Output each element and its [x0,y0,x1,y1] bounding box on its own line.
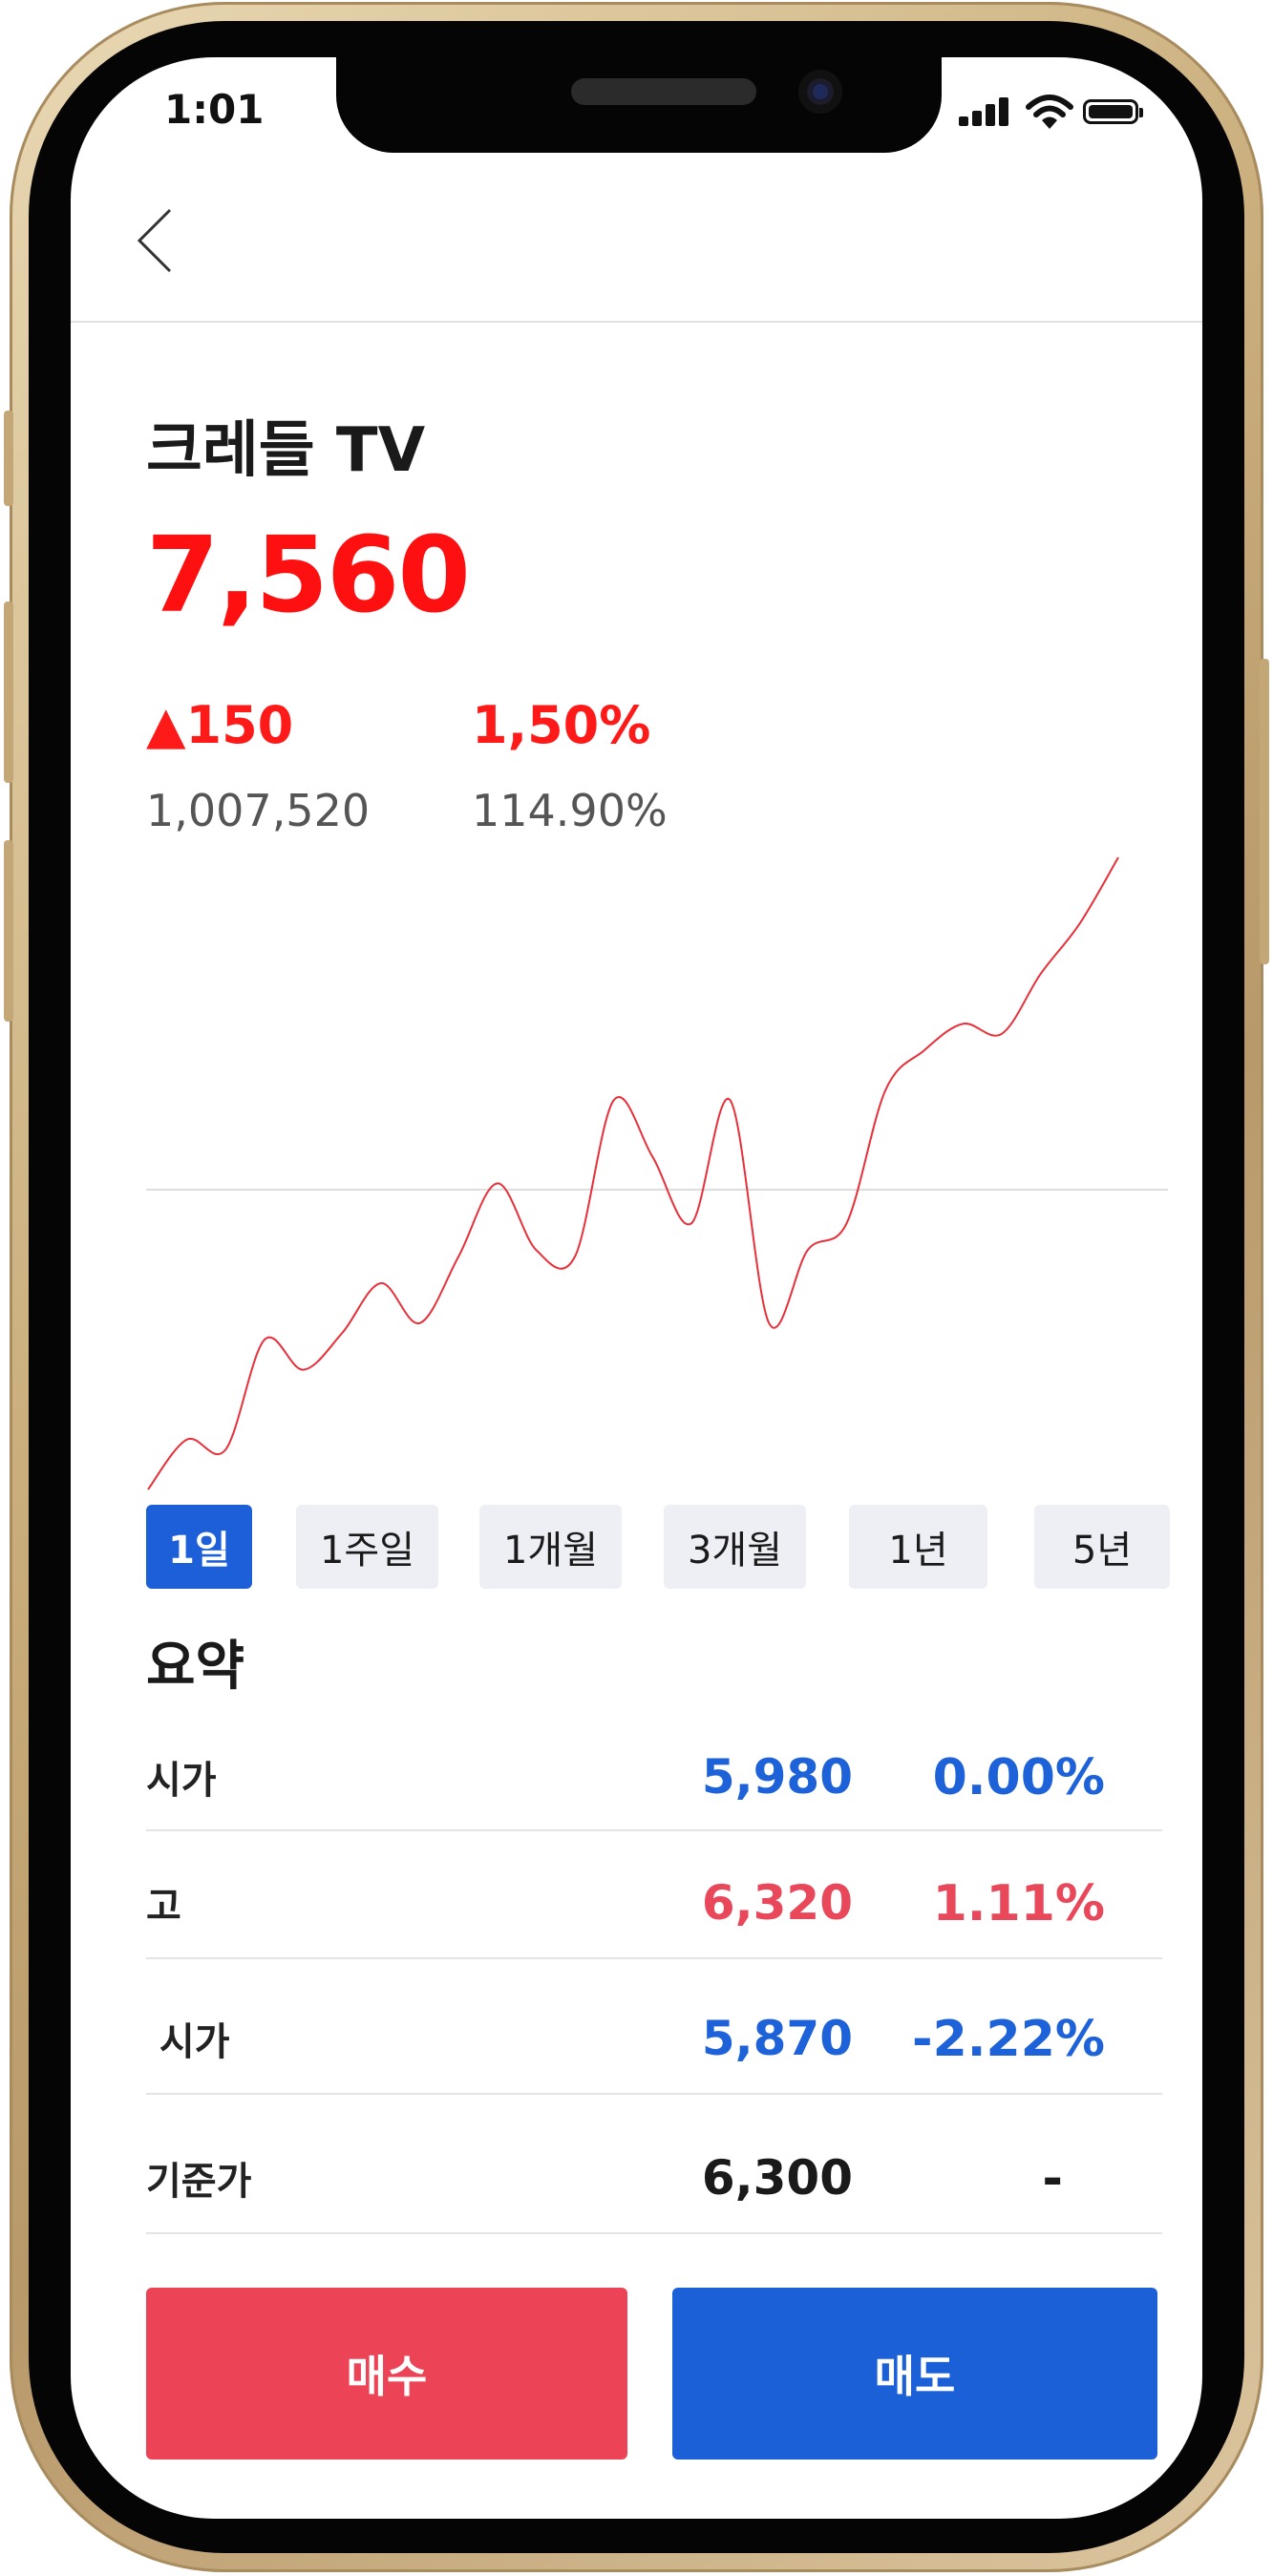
period-button[interactable]: 1일 [146,1505,252,1589]
summary-label: 시가 [146,2020,230,2064]
summary-value: 6,320 [701,1875,853,1931]
summary-row-open: 시가 5,980 0.00% [146,1749,1158,1845]
period-button[interactable]: 1년 [849,1505,987,1589]
price-line [147,856,1119,1490]
summary-label: 고 [146,1885,181,1929]
row-divider [146,2232,1162,2234]
stock-price: 7,560 [146,514,471,636]
notch [336,57,942,153]
stock-name: 크레들 TV [146,415,426,486]
period-button[interactable]: 1개월 [479,1505,622,1589]
price-change-percent: 1,50% [472,695,651,755]
price-chart [146,856,1168,1490]
summary-row-low: 시가 5,870 -2.22% [146,2011,1158,2106]
summary-value: 5,980 [701,1749,853,1805]
power-button [1260,659,1269,964]
buy-button[interactable]: 매수 [146,2288,627,2460]
front-camera [798,70,842,114]
sell-button[interactable]: 매도 [672,2288,1157,2460]
battery-icon [1083,99,1143,124]
volume-down-button [4,840,13,1022]
status-time: 1:01 [164,86,265,133]
summary-label: 시가 [146,1759,217,1803]
summary-value: 6,300 [701,2150,853,2206]
period-button[interactable]: 3개월 [664,1505,806,1589]
summary-row-high: 고 6,320 1.11% [146,1875,1158,1971]
summary-row-base: 기준가 6,300 - [146,2150,1158,2246]
summary-percent: - [1042,2150,1063,2207]
summary-percent: 1.11% [932,1875,1105,1932]
period-button[interactable]: 5년 [1034,1505,1170,1589]
speaker-grille [571,78,756,105]
app-screen: 1:01 크레들 TV 7,560 ▲150 1,50% 1,007,520 1… [71,57,1202,2519]
summary-percent: -2.22% [912,2011,1105,2068]
row-divider [146,1829,1162,1831]
signal-icon [959,92,1016,130]
header-divider [71,321,1202,323]
summary-label: 기준가 [146,2160,252,2204]
silent-switch [4,411,13,506]
summary-value: 5,870 [701,2011,853,2066]
summary-title: 요약 [146,1636,245,1698]
volume-up-button [4,602,13,783]
status-icons [959,92,1150,130]
row-divider [146,1957,1162,1959]
price-change: ▲150 [146,695,294,755]
wifi-icon [1026,95,1073,129]
period-button[interactable]: 1주일 [296,1505,438,1589]
trade-volume: 1,007,520 [146,785,371,836]
row-divider [146,2093,1162,2095]
period-selector: 1일 1주일 1개월 3개월 1년 5년 [146,1505,1170,1589]
chevron-left-icon[interactable] [128,201,185,277]
summary-percent: 0.00% [932,1749,1105,1806]
turnover-percent: 114.90% [472,785,668,836]
